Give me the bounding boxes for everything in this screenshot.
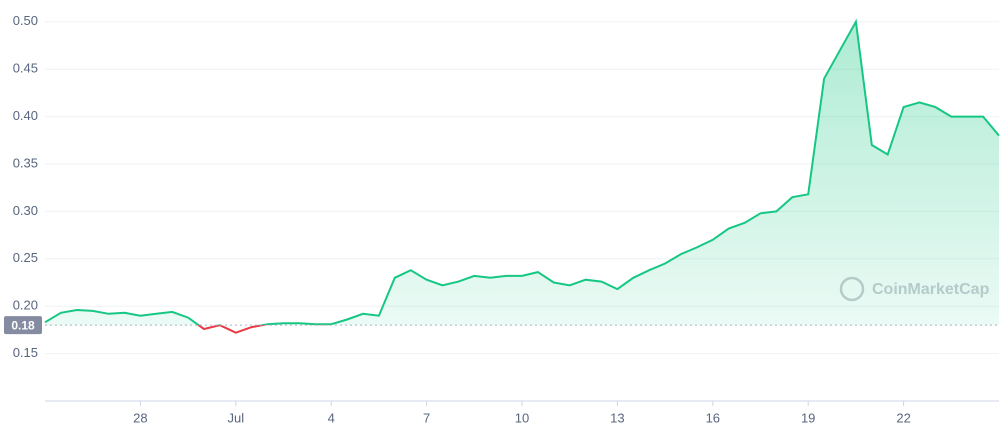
y-tick-label: 0.25 <box>13 250 38 265</box>
y-tick-label: 0.40 <box>13 108 38 123</box>
baseline-label-box <box>4 316 42 335</box>
y-tick-label: 0.50 <box>13 13 38 28</box>
x-tick-label: 7 <box>423 410 430 425</box>
y-tick-label: 0.30 <box>13 203 38 218</box>
baseline-label: 0.18 <box>11 318 35 332</box>
y-tick-label: 0.35 <box>13 155 38 170</box>
y-tick-label: 0.15 <box>13 345 38 360</box>
x-tick-label: 28 <box>133 410 147 425</box>
y-tick-label: 0.45 <box>13 61 38 76</box>
x-tick-label: 10 <box>515 410 529 425</box>
x-tick-label: 16 <box>706 410 720 425</box>
price-line-up <box>44 18 1000 326</box>
y-tick-label: 0.20 <box>13 298 38 313</box>
price-line-down <box>196 325 332 334</box>
x-tick-label: 13 <box>610 410 624 425</box>
x-tick-label: Jul <box>227 410 244 425</box>
x-tick-label: 22 <box>896 410 910 425</box>
x-tick-label: 19 <box>801 410 815 425</box>
x-tick-label: 4 <box>328 410 335 425</box>
price-area <box>45 21 999 326</box>
